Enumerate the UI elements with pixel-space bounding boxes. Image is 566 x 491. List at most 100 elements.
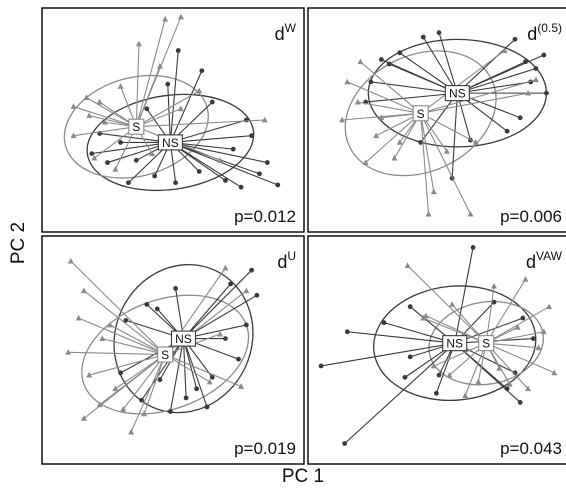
- point-s: [551, 369, 558, 376]
- point-s: [206, 378, 213, 385]
- point-s: [149, 150, 156, 156]
- spoke-s: [83, 354, 166, 419]
- x-axis-title: PC 1: [281, 466, 325, 487]
- point-ns: [243, 117, 249, 123]
- point-ns: [436, 30, 442, 36]
- point-s: [430, 362, 437, 369]
- point-ns: [523, 59, 528, 65]
- spoke-s: [136, 119, 265, 128]
- p-value-annotation: p=0.043: [500, 439, 562, 458]
- point-s: [222, 264, 229, 271]
- point-ns: [139, 397, 144, 403]
- point-ns: [105, 160, 110, 165]
- point-s: [120, 406, 127, 412]
- spoke-ns: [454, 342, 521, 403]
- point-s: [475, 378, 482, 385]
- point-s: [107, 321, 114, 328]
- point-s: [75, 314, 82, 321]
- point-ns: [249, 133, 255, 139]
- spoke-ns: [435, 342, 456, 394]
- point-s: [491, 282, 498, 289]
- point-ns: [407, 304, 413, 310]
- spoke-ns: [420, 92, 458, 143]
- ellipse-ns: [86, 93, 255, 192]
- spoke-s: [102, 338, 166, 356]
- point-s: [362, 159, 369, 165]
- point-ns: [144, 106, 150, 112]
- point-ns: [165, 81, 171, 87]
- spoke-ns: [321, 342, 455, 367]
- point-ns: [183, 395, 189, 401]
- spoke-s: [360, 61, 422, 114]
- point-ns: [397, 50, 403, 56]
- spoke-s: [365, 112, 422, 163]
- point-s: [99, 335, 106, 341]
- spoke-s: [130, 354, 166, 433]
- point-s: [344, 78, 351, 85]
- point-s: [472, 139, 479, 145]
- point-s: [522, 276, 529, 282]
- point-ns: [275, 182, 281, 188]
- point-s: [112, 166, 119, 172]
- point-ns: [517, 115, 523, 121]
- centroid-box-ns: [157, 134, 183, 151]
- spoke-s: [347, 81, 421, 114]
- point-ns: [378, 57, 384, 62]
- point-s: [141, 410, 148, 417]
- p-value-annotation: p=0.012: [234, 207, 296, 226]
- point-ns: [544, 90, 549, 96]
- spoke-s: [485, 286, 495, 344]
- point-s: [462, 392, 469, 398]
- panel-label: dU: [277, 249, 296, 272]
- spoke-ns: [451, 93, 458, 179]
- point-ns: [342, 441, 348, 446]
- point-ns: [470, 245, 476, 250]
- spoke-s: [420, 50, 505, 114]
- point-s: [446, 371, 453, 378]
- point-s: [501, 47, 508, 53]
- point-s: [449, 301, 456, 307]
- spoke-ns: [365, 92, 458, 103]
- point-ns: [123, 317, 129, 323]
- point-s: [378, 114, 385, 121]
- point-ns: [118, 370, 123, 376]
- point-s: [404, 262, 411, 269]
- point-s: [196, 87, 203, 94]
- point-s: [496, 365, 503, 371]
- spoke-ns: [456, 38, 516, 94]
- spoke-s: [464, 342, 487, 396]
- point-s: [91, 154, 98, 161]
- point-ns: [504, 128, 510, 134]
- point-ns: [228, 281, 234, 287]
- point-ns: [196, 169, 202, 174]
- spoke-s: [423, 317, 487, 344]
- spoke-ns: [457, 67, 537, 94]
- spoke-s: [73, 106, 137, 128]
- spoke-ns: [183, 269, 252, 339]
- point-ns: [89, 151, 95, 157]
- spoke-ns: [141, 338, 184, 401]
- spoke-s: [407, 265, 487, 344]
- point-s: [67, 257, 74, 264]
- centroid-label-ns: NS: [175, 332, 192, 346]
- point-s: [525, 89, 532, 96]
- point-ns: [257, 171, 262, 177]
- point-ns: [402, 374, 408, 380]
- panel-3: NS SdU p=0.019: [41, 235, 305, 465]
- point-ns: [223, 336, 228, 341]
- spoke-ns: [347, 331, 455, 344]
- panel-frame: [41, 235, 305, 465]
- panel-frame: [307, 235, 566, 465]
- spoke-s: [73, 126, 137, 137]
- spoke-ns: [170, 135, 252, 143]
- spoke-s: [136, 90, 200, 128]
- panel-frame: [307, 7, 566, 233]
- centroid-box-ns: [442, 335, 468, 352]
- spoke-ns: [454, 247, 474, 344]
- spoke-ns: [438, 32, 458, 94]
- point-s: [96, 98, 103, 105]
- centroid-label-ns: NS: [446, 337, 463, 351]
- spoke-s: [420, 112, 476, 143]
- spoke-ns: [170, 119, 247, 143]
- spoke-s: [83, 290, 166, 355]
